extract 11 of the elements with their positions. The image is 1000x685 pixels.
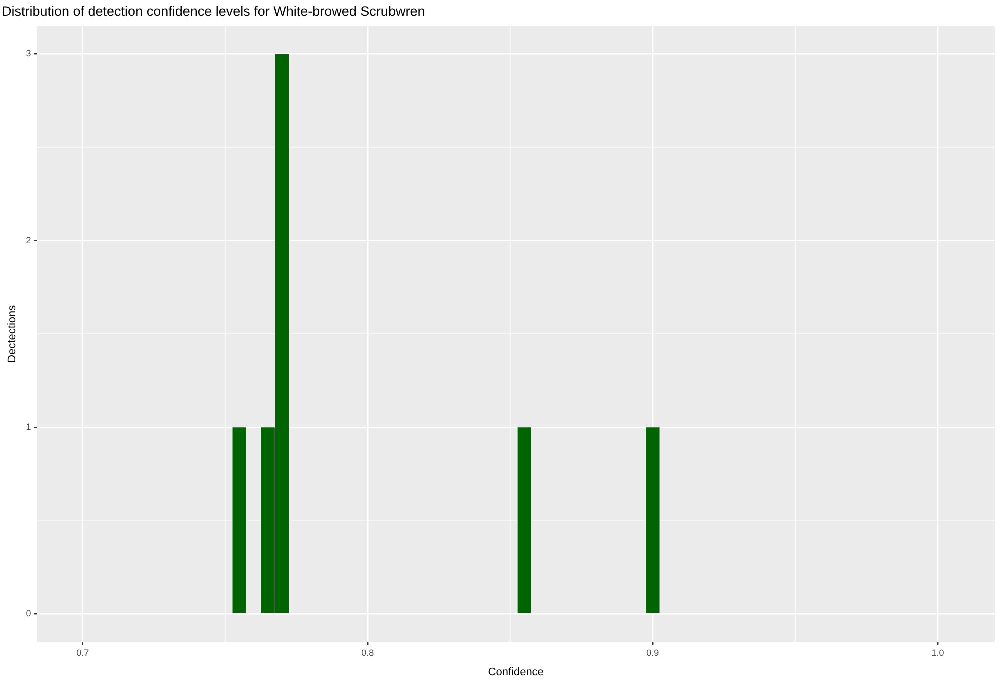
x-axis-title: Confidence — [488, 666, 544, 678]
x-tick-label: 0.8 — [362, 648, 374, 658]
y-axis-title: Dectections — [6, 304, 19, 363]
y-tick-label: 1 — [26, 422, 32, 432]
y-tick-label: 2 — [26, 235, 32, 246]
x-tick-label: 1.0 — [932, 648, 944, 658]
y-tick-label: 3 — [26, 48, 32, 59]
x-tick-label: 0.7 — [76, 648, 90, 658]
y-tick-label: 0 — [26, 608, 32, 618]
chart-title: Distribution of detection confidence levels for White-browed Scrubwren — [2, 4, 426, 19]
x-tick-label: 0.9 — [646, 648, 660, 658]
